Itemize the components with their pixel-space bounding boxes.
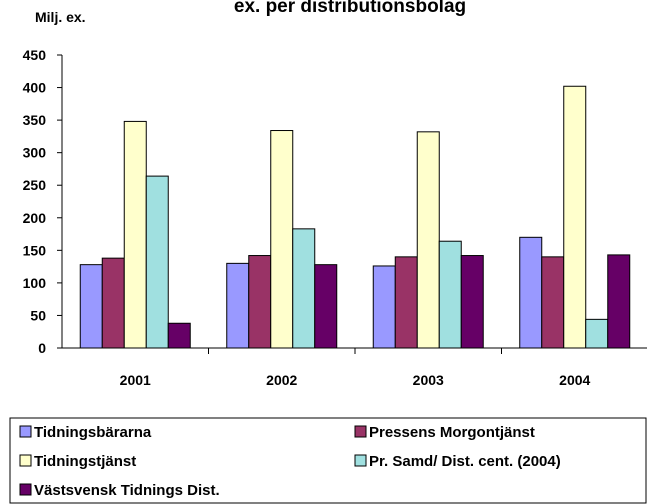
bar	[248, 255, 272, 349]
legend-swatch	[354, 454, 367, 467]
legend-label: Västsvensk Tidnings Dist.	[34, 482, 220, 499]
bar	[314, 264, 338, 349]
bar	[101, 257, 125, 349]
bar	[460, 255, 484, 349]
legend-box	[9, 417, 647, 504]
bar	[145, 175, 169, 349]
bar	[372, 265, 396, 349]
legend-swatch	[354, 425, 367, 438]
bar	[226, 262, 250, 349]
bar	[270, 130, 294, 349]
y-tick-label: 400	[23, 80, 47, 96]
bar	[541, 256, 565, 349]
bar	[585, 318, 609, 349]
bar	[394, 256, 418, 349]
legend-swatch	[19, 425, 32, 438]
y-tick-label: 450	[23, 47, 47, 63]
x-tick-label: 2003	[413, 372, 444, 388]
y-tick-label: 200	[23, 210, 47, 226]
legend-label: Pr. Samd/ Dist. cent. (2004)	[369, 453, 561, 470]
y-tick-label: 350	[23, 112, 47, 128]
bar	[519, 236, 543, 349]
bar	[292, 228, 316, 349]
legend-swatch	[19, 454, 32, 467]
legend-label: Tidningsbärarna	[34, 424, 152, 441]
x-tick-label: 2002	[266, 372, 297, 388]
y-tick-label: 150	[23, 242, 47, 258]
legend-label: Pressens Morgontjänst	[369, 424, 535, 441]
y-axis-label: Milj. ex.	[35, 9, 86, 25]
bar	[167, 322, 191, 349]
legend-swatch	[19, 483, 32, 496]
y-tick-label: 250	[23, 177, 47, 193]
bar	[123, 120, 147, 349]
bar	[438, 240, 462, 349]
x-tick-label: 2004	[559, 372, 590, 388]
y-tick-label: 300	[23, 145, 47, 161]
bar	[416, 131, 440, 349]
y-tick-label: 0	[38, 340, 46, 356]
bar	[563, 85, 587, 349]
bar	[607, 254, 631, 349]
bar	[79, 264, 103, 349]
y-tick-label: 50	[30, 307, 46, 323]
legend-label: Tidningstjänst	[34, 453, 136, 470]
x-tick-label: 2001	[120, 372, 151, 388]
chart-title: ex. per distributionsbolag	[234, 0, 466, 17]
y-tick-label: 100	[23, 275, 47, 291]
